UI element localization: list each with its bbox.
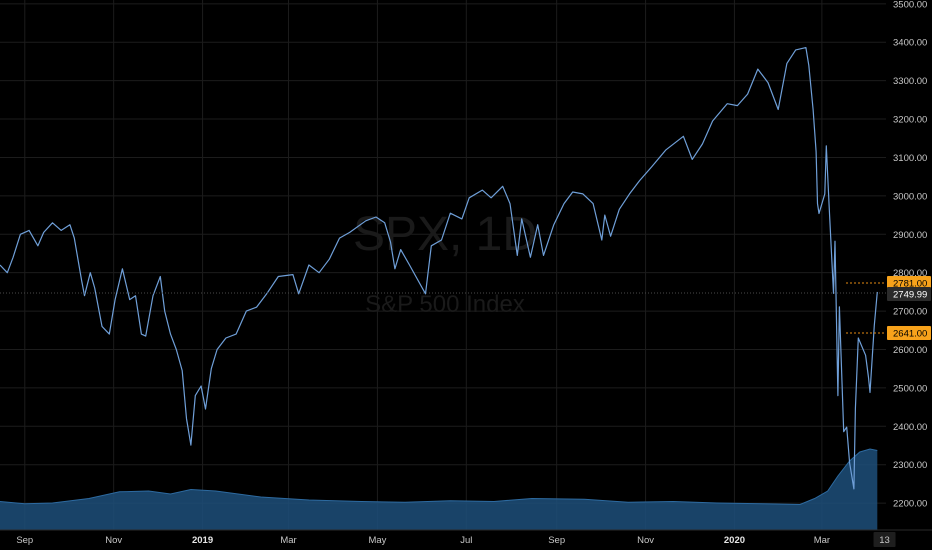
- volume-outline: [0, 448, 878, 506]
- price-tag-last[interactable]: 2749.99: [887, 287, 931, 301]
- volume-fill: [0, 449, 878, 530]
- price-tag-alert-low[interactable]: 2641.00: [887, 326, 931, 340]
- x-tick-label: Sep: [548, 535, 565, 546]
- y-tick-label: 3300.00: [893, 76, 927, 87]
- x-tick-label: 2020: [724, 535, 745, 546]
- price-tag-alert-high-label: 2781.00: [893, 279, 927, 290]
- grid: [0, 0, 886, 530]
- y-tick-label: 3100.00: [893, 153, 927, 164]
- y-tick-label: 2400.00: [893, 422, 927, 433]
- watermark-name: S&P 500 Index: [365, 291, 525, 318]
- y-tick-label: 2600.00: [893, 345, 927, 356]
- y-tick-label: 2900.00: [893, 230, 927, 241]
- y-tick-label: 2200.00: [893, 499, 927, 510]
- x-tick-label: Mar: [814, 535, 830, 546]
- volume-area: [0, 448, 878, 530]
- price-axis[interactable]: 2200.00 2300.00 2400.00 2500.00 2600.00 2700.…: [886, 0, 932, 530]
- price-tag-alert-low-label: 2641.00: [893, 329, 927, 340]
- x-tick-label: 2019: [192, 535, 213, 546]
- series-line: [0, 47, 878, 490]
- x-tick-highlight: [873, 532, 896, 547]
- watermark-symbol: SPX, 1D: [353, 208, 537, 261]
- price-tag-alert-high[interactable]: 2781.00: [887, 276, 931, 290]
- price-line: [0, 47, 878, 490]
- y-tick-label: 2500.00: [893, 383, 927, 394]
- y-tick-label: 3400.00: [893, 38, 927, 49]
- y-tick-label: 2700.00: [893, 307, 927, 318]
- y-tick-label: 3000.00: [893, 191, 927, 202]
- x-tick-label: Sep: [16, 535, 33, 546]
- y-tick-label: 2800.00: [893, 268, 927, 279]
- price-tag-last-label: 2749.99: [893, 290, 927, 301]
- x-tick-label: Nov: [105, 535, 122, 546]
- time-axis[interactable]: Sep Nov 2019 Mar May Jul Sep Nov 2020 Mar 13: [0, 529, 932, 547]
- y-tick-label: 2300.00: [893, 460, 927, 471]
- y-tick-label: 3200.00: [893, 115, 927, 126]
- x-tick-label: Mar: [280, 535, 296, 546]
- x-tick-label: May: [368, 535, 386, 546]
- y-tick-label: 3500.00: [893, 0, 927, 10]
- x-tick-label: 13: [879, 535, 890, 546]
- x-tick-label: Nov: [637, 535, 654, 546]
- x-tick-label: Jul: [460, 535, 472, 546]
